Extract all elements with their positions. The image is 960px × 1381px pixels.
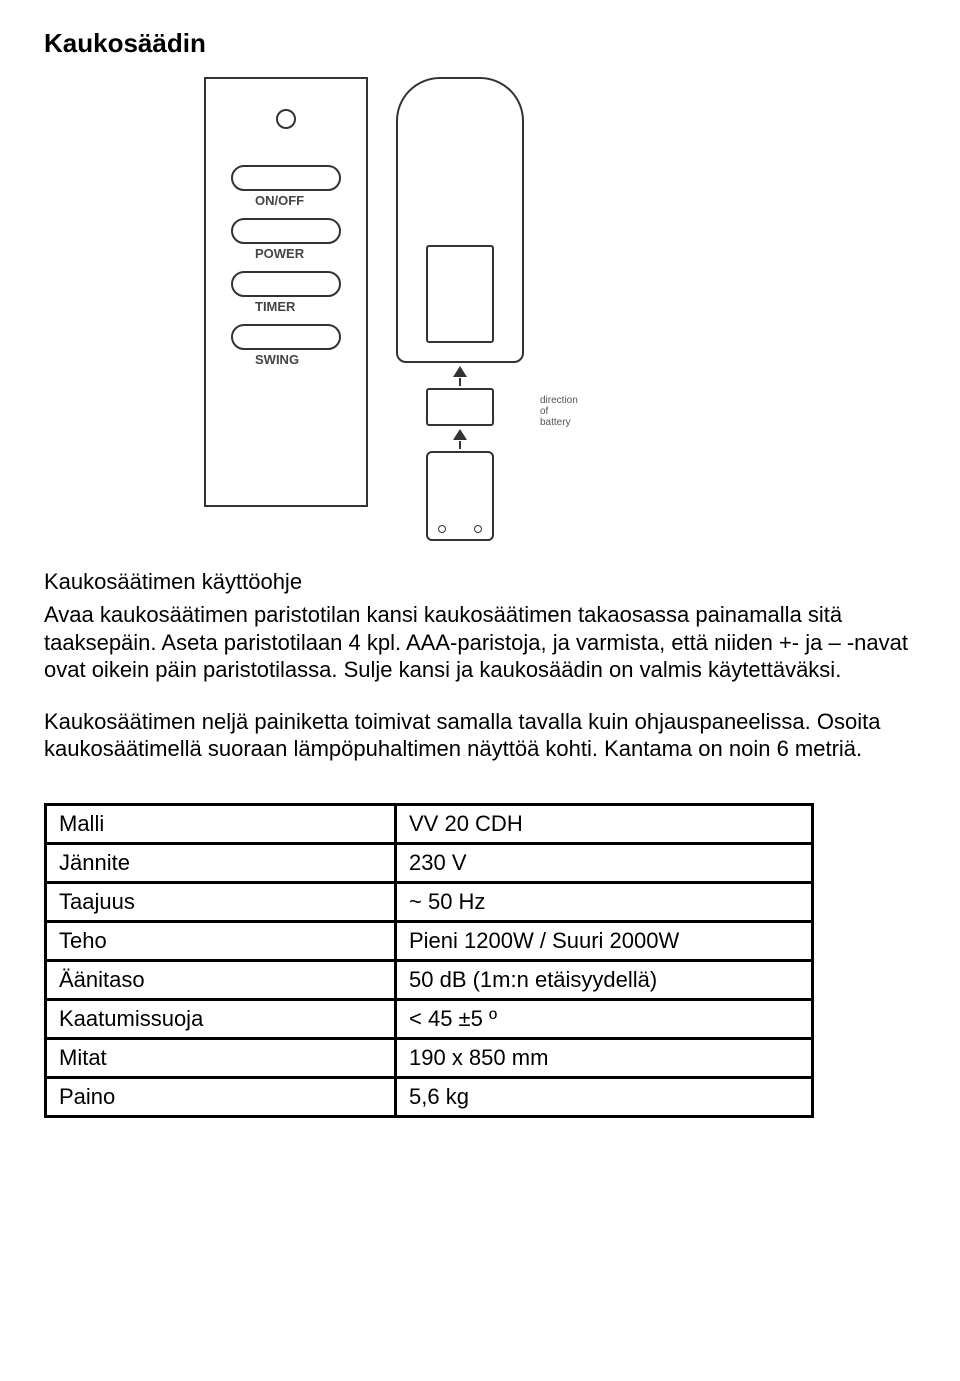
spec-value: 190 x 850 mm [396, 1038, 813, 1077]
remote-diagram: ON/OFF POWER TIMER SWING direction of ba… [44, 77, 916, 541]
spec-label: Paino [46, 1077, 396, 1116]
spec-value: < 45 ±5 º [396, 999, 813, 1038]
spec-value: VV 20 CDH [396, 804, 813, 843]
remote-button-label: POWER [231, 246, 341, 261]
spec-table: Malli VV 20 CDH Jännite 230 V Taajuus ~ … [44, 803, 814, 1118]
remote-back-assembly: direction of battery [396, 77, 524, 541]
spec-label: Jännite [46, 843, 396, 882]
remote-button-timer [231, 271, 341, 297]
battery-direction-label: direction of battery [540, 395, 578, 428]
remote-button-swing [231, 324, 341, 350]
table-row: Äänitaso 50 dB (1m:n etäisyydellä) [46, 960, 813, 999]
spec-label: Äänitaso [46, 960, 396, 999]
remote-button-label: TIMER [231, 299, 341, 314]
spec-label: Kaatumissuoja [46, 999, 396, 1038]
arrow-stem [459, 441, 461, 449]
arrow-up-icon [453, 366, 467, 377]
spec-value: ~ 50 Hz [396, 882, 813, 921]
table-row: Taajuus ~ 50 Hz [46, 882, 813, 921]
section-subtitle: Kaukosäätimen käyttöohje [44, 569, 916, 595]
paragraph-2: Kaukosäätimen neljä painiketta toimivat … [44, 708, 916, 763]
spec-label: Mitat [46, 1038, 396, 1077]
spec-label: Teho [46, 921, 396, 960]
spec-value: Pieni 1200W / Suuri 2000W [396, 921, 813, 960]
table-row: Kaatumissuoja < 45 ±5 º [46, 999, 813, 1038]
arrow-up-icon [453, 429, 467, 440]
table-row: Mitat 190 x 850 mm [46, 1038, 813, 1077]
table-row: Jännite 230 V [46, 843, 813, 882]
remote-button-power [231, 218, 341, 244]
remote-back [396, 77, 524, 363]
table-row: Teho Pieni 1200W / Suuri 2000W [46, 921, 813, 960]
spec-label: Taajuus [46, 882, 396, 921]
battery-block [426, 388, 494, 426]
arrow-stem [459, 378, 461, 386]
spec-value: 5,6 kg [396, 1077, 813, 1116]
spec-value: 50 dB (1m:n etäisyydellä) [396, 960, 813, 999]
battery-compartment [426, 245, 494, 343]
table-row: Paino 5,6 kg [46, 1077, 813, 1116]
remote-button-label: ON/OFF [231, 193, 341, 208]
remote-button-onoff [231, 165, 341, 191]
remote-front: ON/OFF POWER TIMER SWING [204, 77, 368, 507]
table-row: Malli VV 20 CDH [46, 804, 813, 843]
spec-value: 230 V [396, 843, 813, 882]
spec-label: Malli [46, 804, 396, 843]
page-title: Kaukosäädin [44, 28, 916, 59]
paragraph-1: Avaa kaukosäätimen paristotilan kansi ka… [44, 601, 916, 684]
remote-button-label: SWING [231, 352, 341, 367]
remote-led [276, 109, 296, 129]
battery-cover [426, 451, 494, 541]
